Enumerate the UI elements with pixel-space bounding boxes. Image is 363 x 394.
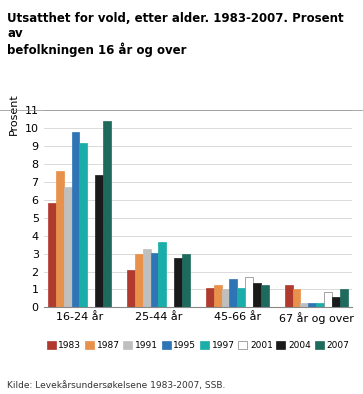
Bar [253,283,261,307]
Bar [158,242,166,307]
Bar [127,270,135,307]
Bar [285,285,293,307]
Bar [64,187,72,307]
Bar [213,285,221,307]
Bar [95,175,103,307]
Bar [206,288,213,307]
Legend: 1983, 1987, 1991, 1995, 1997, 2001, 2004, 2007: 1983, 1987, 1991, 1995, 1997, 2001, 2004… [43,337,353,354]
Bar [340,290,348,307]
Bar [72,132,79,307]
Bar [135,254,143,307]
Bar [79,143,87,307]
Bar [182,255,190,307]
Bar [301,303,308,307]
Bar [229,279,237,307]
Bar [293,290,301,307]
Bar [332,297,340,307]
Bar [56,171,64,307]
Bar [48,203,56,307]
Bar [221,288,229,307]
Text: Kilde: Levekårsundersøkelsene 1983-2007, SSB.: Kilde: Levekårsundersøkelsene 1983-2007,… [7,381,226,390]
Text: Utsatthet for vold, etter alder. 1983-2007. Prosent av
befolkningen 16 år og ove: Utsatthet for vold, etter alder. 1983-20… [7,12,344,57]
Bar [174,258,182,307]
Y-axis label: Prosent: Prosent [9,93,19,135]
Bar [324,292,332,307]
Bar [143,249,151,307]
Bar [237,288,245,307]
Bar [103,121,111,307]
Bar [316,303,324,307]
Bar [245,277,253,307]
Bar [151,253,158,307]
Bar [261,285,269,307]
Bar [308,303,316,307]
